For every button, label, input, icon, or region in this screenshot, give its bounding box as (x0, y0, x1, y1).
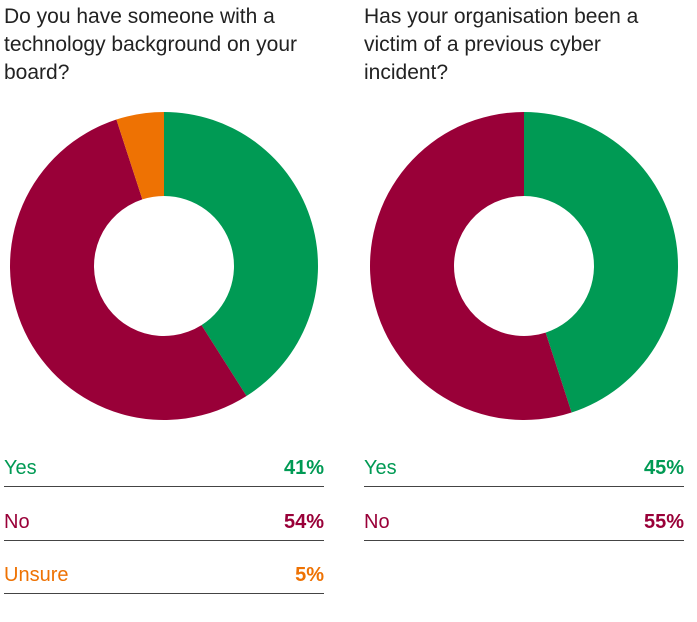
legend-row: Yes 41% (4, 434, 324, 487)
value-label: 41% (283, 457, 324, 479)
legend-label: Yes (4, 457, 37, 479)
value-label: 54% (283, 510, 324, 533)
donut-slice (116, 112, 164, 200)
legend-row: Unsure 5% (4, 541, 324, 594)
legend-label: Unsure (4, 564, 69, 586)
value-label: 5% (295, 564, 324, 586)
donut-slice (524, 112, 679, 413)
chart-title: Has your organisation been a victim of a… (364, 5, 639, 84)
donut-slice (9, 119, 247, 421)
legend-row: Yes 45% (364, 434, 684, 487)
legend-label: No (364, 510, 390, 533)
legend-label: Yes (364, 457, 397, 479)
value-label: 45% (643, 457, 684, 479)
legend-row: No 55% (364, 488, 684, 541)
legend-row: No 54% (4, 488, 324, 541)
value-label: 55% (643, 510, 684, 533)
donut-slice (164, 112, 318, 397)
donut-slice (370, 112, 572, 420)
legend-label: No (4, 510, 30, 533)
chart-title: Do you have someone with a technology ba… (4, 5, 298, 84)
